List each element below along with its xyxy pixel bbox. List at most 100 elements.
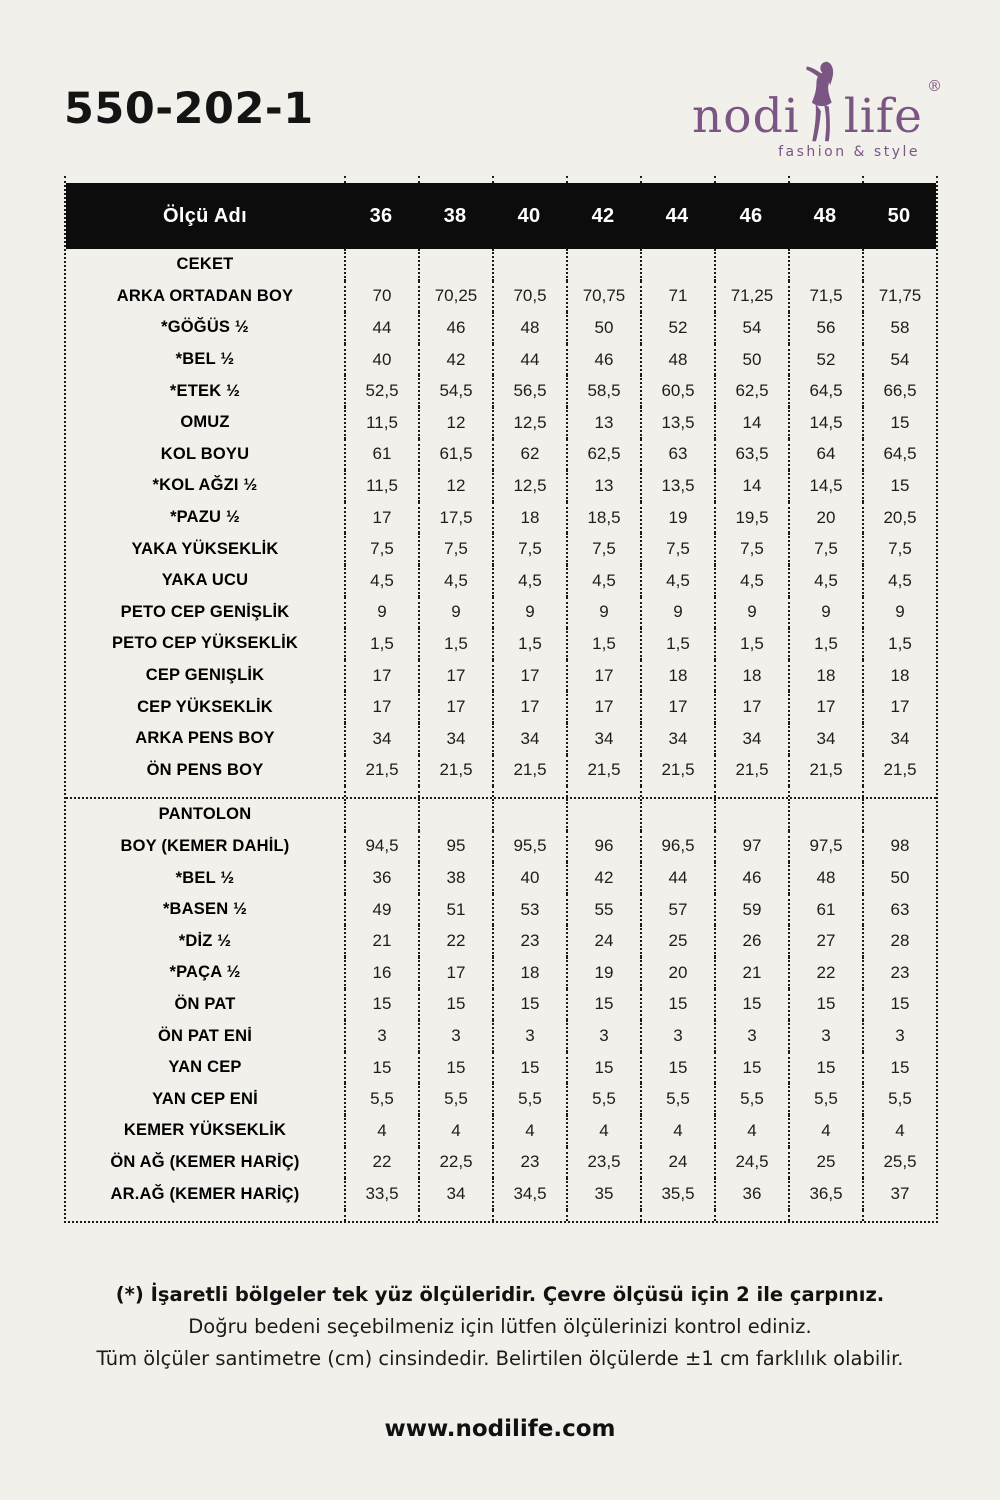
measure-value: 62 — [492, 438, 566, 471]
measure-value: 34 — [344, 722, 418, 755]
measure-value: 25 — [788, 1146, 862, 1179]
measure-value: 70 — [344, 280, 418, 313]
row-label: BOY (KEMER DAHİL) — [120, 836, 290, 855]
brand-name-nodi: nodi — [692, 89, 800, 144]
measure-value: 5,5 — [418, 1083, 492, 1116]
measure-value: 94,5 — [344, 830, 418, 863]
measure-value: 62,5 — [566, 438, 640, 471]
measure-value: 14,5 — [788, 470, 862, 502]
measure-value: 44 — [492, 343, 566, 376]
table-section: CEKET ARKA ORTADAN BOY 70 70,25 70,5 70,75 71 7… — [66, 249, 936, 798]
measure-value: 63 — [640, 438, 714, 471]
table-row: YAKA YÜKSEKLİK 7,5 7,5 7,5 7,5 7,5 7,5 7,5 7,5 — [66, 533, 936, 565]
measure-value: 56 — [788, 312, 862, 344]
footnote-size-check: Doğru bedeni seçebilmeniz için lütfen öl… — [188, 1314, 812, 1338]
column-tick — [714, 176, 788, 183]
row-label: YAKA YÜKSEKLİK — [131, 539, 279, 558]
measure-value: 3 — [788, 1020, 862, 1052]
size-column-header: 40 — [517, 204, 541, 227]
measure-value: 66,5 — [862, 375, 936, 407]
measure-value: 18 — [788, 659, 862, 692]
measure-value: 18,5 — [566, 501, 640, 534]
empty-cell — [344, 249, 418, 281]
measure-value: 15 — [566, 1051, 640, 1084]
row-label: *BEL ½ — [175, 868, 235, 887]
measure-value: 5,5 — [640, 1083, 714, 1116]
measure-value: 42 — [566, 862, 640, 894]
measure-value: 4,5 — [418, 564, 492, 597]
measure-value: 95 — [418, 830, 492, 863]
table-row: ÖN PAT 15 15 15 15 15 15 15 15 — [66, 988, 936, 1021]
empty-cell — [418, 799, 492, 831]
empty-cell — [714, 1209, 788, 1221]
measure-value: 62,5 — [714, 375, 788, 407]
measure-value: 14 — [714, 406, 788, 439]
measure-value: 12 — [418, 470, 492, 502]
row-label: CEP YÜKSEKLİK — [137, 697, 273, 716]
row-label: *KOL AĞZI ½ — [152, 476, 258, 495]
empty-cell — [862, 1209, 936, 1221]
measure-value: 21,5 — [492, 754, 566, 787]
measure-value: 17 — [566, 659, 640, 692]
measure-value: 35,5 — [640, 1178, 714, 1210]
measure-value: 23 — [862, 957, 936, 989]
table-row: BOY (KEMER DAHİL) 94,5 95 95,5 96 96,5 97 97,5 9… — [66, 830, 936, 863]
measure-value: 54 — [714, 312, 788, 344]
measure-value: 34 — [492, 722, 566, 755]
measure-value: 18 — [714, 659, 788, 692]
measure-value: 7,5 — [640, 533, 714, 565]
empty-cell — [344, 799, 418, 831]
measure-value: 25 — [640, 925, 714, 958]
measure-value: 50 — [714, 343, 788, 376]
measure-value: 53 — [492, 893, 566, 926]
measure-value: 64 — [788, 438, 862, 471]
measure-value: 4 — [492, 1115, 566, 1147]
empty-cell — [862, 799, 936, 831]
brand-logo: nodi life ® fashion & style — [692, 60, 942, 160]
measure-value: 22 — [788, 957, 862, 989]
measure-value: 21,5 — [862, 754, 936, 787]
measure-value: 19,5 — [714, 501, 788, 534]
woman-silhouette-icon — [805, 61, 833, 142]
measure-value: 25,5 — [862, 1146, 936, 1179]
table-row: PETO CEP GENİŞLİK 9 9 9 9 9 9 9 9 — [66, 596, 936, 629]
measure-value: 7,5 — [566, 533, 640, 565]
measure-value: 9 — [344, 596, 418, 629]
empty-cell — [344, 1209, 418, 1221]
measure-value: 4,5 — [714, 564, 788, 597]
table-row: *ETEK ½ 52,5 54,5 56,5 58,5 60,5 62,5 64,5 66,5 — [66, 375, 936, 407]
empty-cell — [640, 786, 714, 798]
measure-value: 4 — [788, 1115, 862, 1147]
measure-value: 15 — [492, 988, 566, 1021]
table-row: *BEL ½ 36 38 40 42 44 46 48 50 — [66, 862, 936, 894]
empty-cell — [788, 1209, 862, 1221]
measure-value: 17 — [640, 691, 714, 723]
measure-value: 52 — [788, 343, 862, 376]
measure-value: 28 — [862, 925, 936, 958]
measure-value: 23 — [492, 1146, 566, 1179]
measure-value: 17 — [344, 691, 418, 723]
measure-value: 44 — [640, 862, 714, 894]
measure-value: 54 — [862, 343, 936, 376]
measure-value: 13 — [566, 470, 640, 502]
row-label: ÖN PAT ENİ — [158, 1026, 252, 1045]
measure-value: 48 — [492, 312, 566, 344]
measure-value: 16 — [344, 957, 418, 989]
measure-value: 15 — [640, 988, 714, 1021]
empty-cell — [714, 799, 788, 831]
row-label: ARKA ORTADAN BOY — [116, 286, 294, 305]
measure-value: 61 — [344, 438, 418, 471]
measure-value: 61 — [788, 893, 862, 926]
row-label: *GÖĞÜS ½ — [161, 318, 249, 337]
table-row: KEMER YÜKSEKLİK 4 4 4 4 4 4 4 4 — [66, 1115, 936, 1147]
empty-cell — [66, 786, 344, 797]
empty-cell — [788, 786, 862, 798]
measure-value: 21,5 — [566, 754, 640, 787]
measure-value: 4 — [566, 1115, 640, 1147]
measure-value: 1,5 — [714, 628, 788, 660]
measure-value: 3 — [566, 1020, 640, 1052]
measure-value: 20 — [788, 501, 862, 534]
measure-value: 15 — [344, 988, 418, 1021]
row-label: AR.AĞ (KEMER HARİÇ) — [110, 1184, 300, 1203]
empty-cell — [788, 799, 862, 831]
